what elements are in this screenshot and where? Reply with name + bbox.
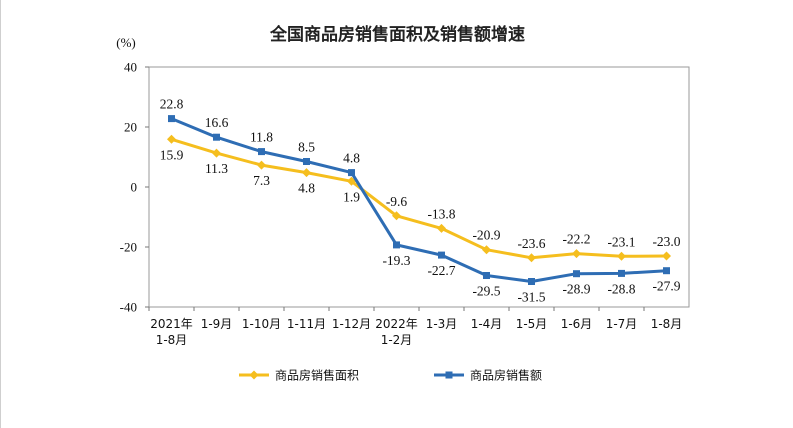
data-label-area: -20.9 bbox=[472, 228, 500, 243]
x-tick-label: 1-8月 bbox=[651, 317, 683, 331]
data-point-diamond bbox=[572, 249, 581, 259]
data-label-area: -23.0 bbox=[652, 234, 680, 249]
legend-label: 商品房销售额 bbox=[470, 368, 542, 383]
data-label-amount: -31.5 bbox=[517, 290, 545, 305]
series-lines bbox=[167, 115, 671, 285]
x-tick-label: 1-11月 bbox=[287, 317, 326, 331]
data-label-amount: 22.8 bbox=[160, 97, 184, 112]
data-label-area: 15.9 bbox=[160, 147, 184, 162]
y-tick-label: 40 bbox=[124, 60, 137, 75]
data-label-area: -13.8 bbox=[427, 206, 455, 221]
x-tick-label: 1-4月 bbox=[471, 317, 503, 331]
data-point-diamond bbox=[482, 245, 491, 255]
data-label-area: 11.3 bbox=[205, 161, 228, 176]
data-point-square bbox=[303, 158, 310, 165]
data-label-area: -22.2 bbox=[562, 232, 590, 247]
data-label-amount: 8.5 bbox=[298, 140, 315, 155]
x-tick-label: 1-9月 bbox=[201, 317, 233, 331]
data-point-diamond bbox=[527, 253, 536, 263]
y-tick-label: 0 bbox=[131, 180, 138, 195]
x-tick-label: 1-6月 bbox=[561, 317, 593, 331]
data-point-square bbox=[168, 115, 175, 123]
x-tick-label: 2021年 1-8月 bbox=[150, 317, 193, 347]
chart-title: 全国商品房销售面积及销售额增速 bbox=[270, 25, 525, 45]
x-tick-label: 2022年 1-2月 bbox=[375, 317, 418, 347]
data-point-diamond bbox=[392, 211, 401, 221]
data-point-square bbox=[393, 241, 400, 249]
y-tick-label: 20 bbox=[124, 120, 137, 135]
series-line-sales-amount bbox=[170, 117, 667, 283]
data-point-diamond bbox=[437, 223, 446, 233]
data-point-square bbox=[663, 267, 670, 275]
data-label-amount: 4.8 bbox=[343, 151, 360, 166]
data-point-square bbox=[618, 269, 625, 277]
data-labels: 22.8 15.9 16.6 11.3 11.8 7.3 8.5 4.8 4.8 1.9 -9.6 -… bbox=[160, 97, 681, 305]
axes: (%) 40 20 0 -20 -40 2021年 1-8月 1-9月 1-10月 1-11月 1-1… bbox=[116, 35, 690, 347]
data-point-diamond bbox=[167, 134, 176, 144]
data-point-square bbox=[573, 270, 580, 278]
data-label-area: 7.3 bbox=[253, 173, 270, 188]
data-label-amount: -29.5 bbox=[472, 284, 500, 299]
plot-area bbox=[148, 66, 690, 308]
y-axis-label: (%) bbox=[116, 35, 136, 50]
data-label-amount: -28.9 bbox=[562, 282, 590, 297]
x-tick-label: 1-10月 bbox=[242, 317, 281, 331]
data-label-amount: -19.3 bbox=[382, 253, 410, 268]
data-label-area: 1.9 bbox=[343, 189, 360, 204]
data-point-diamond bbox=[302, 168, 311, 178]
x-tick-label: 1-5月 bbox=[516, 317, 548, 331]
legend-marker-diamond bbox=[249, 370, 259, 380]
x-tick-label: 1-12月 bbox=[332, 317, 371, 331]
legend-label: 商品房销售面积 bbox=[275, 368, 359, 383]
data-label-amount: -22.7 bbox=[427, 263, 455, 278]
data-point-square bbox=[348, 169, 355, 177]
data-label-area: -23.6 bbox=[517, 236, 545, 251]
data-point-diamond bbox=[662, 251, 671, 261]
y-tick-label: -40 bbox=[120, 300, 137, 315]
data-label-amount: 11.8 bbox=[250, 130, 273, 145]
x-tick-label: 1-3月 bbox=[426, 317, 458, 331]
legend: 商品房销售面积 商品房销售额 bbox=[239, 368, 542, 383]
data-label-area: -9.6 bbox=[386, 194, 408, 209]
series-line-sales-area bbox=[171, 137, 667, 260]
legend-marker-square bbox=[445, 371, 453, 379]
data-point-square bbox=[213, 133, 220, 141]
data-label-amount: 16.6 bbox=[205, 115, 229, 130]
data-point-square bbox=[438, 251, 445, 259]
x-tick-label: 1-7月 bbox=[606, 317, 638, 331]
data-label-area: -23.1 bbox=[607, 234, 635, 249]
data-label-amount: -28.8 bbox=[607, 281, 635, 296]
data-point-square bbox=[258, 148, 265, 156]
data-point-square bbox=[528, 278, 535, 285]
y-tick-label: -20 bbox=[120, 240, 137, 255]
data-point-square bbox=[483, 272, 490, 279]
data-label-area: 4.8 bbox=[298, 181, 315, 196]
data-point-diamond bbox=[257, 160, 266, 170]
data-point-diamond bbox=[617, 251, 626, 261]
data-label-amount: -27.9 bbox=[652, 279, 680, 294]
data-point-diamond bbox=[212, 148, 221, 158]
